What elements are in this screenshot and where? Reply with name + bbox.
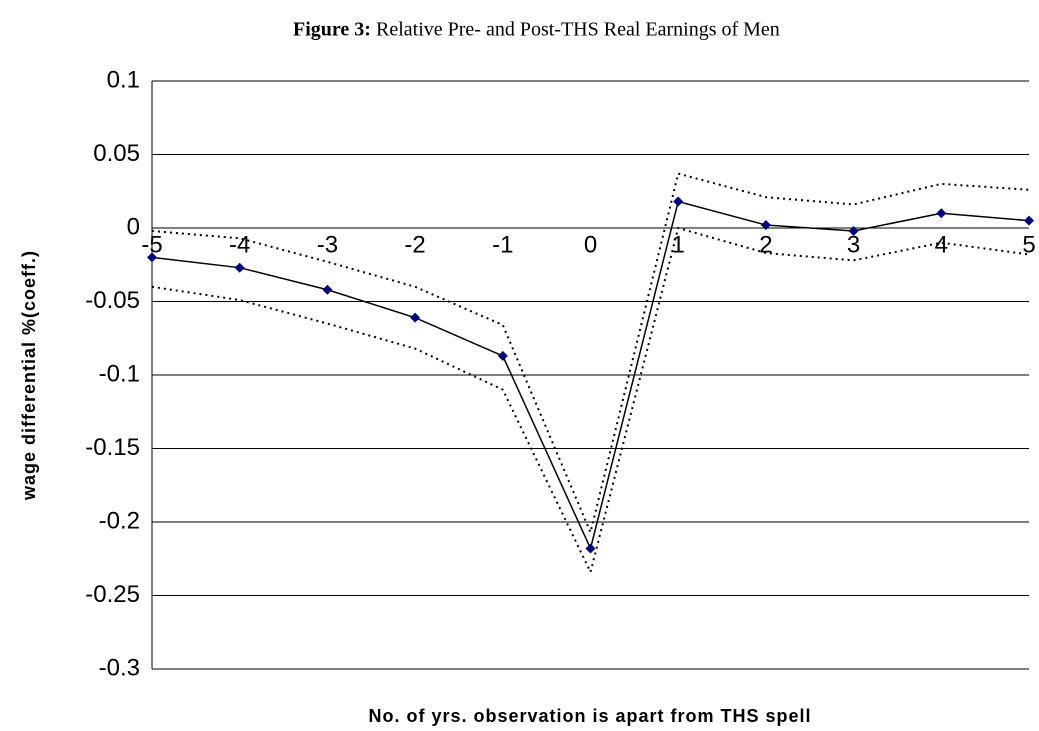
data-marker xyxy=(234,262,245,273)
x-tick-label: 5 xyxy=(1022,231,1035,258)
data-marker xyxy=(848,225,859,236)
x-axis-label: No. of yrs. observation is apart from TH… xyxy=(368,706,811,726)
x-tick-label: -1 xyxy=(492,231,513,258)
data-marker xyxy=(585,543,596,554)
y-tick-label: -0.3 xyxy=(99,654,140,681)
data-marker xyxy=(673,196,684,207)
data-marker xyxy=(1024,215,1034,226)
y-tick-label: -0.1 xyxy=(99,360,140,387)
x-tick-label: 3 xyxy=(847,231,860,258)
series-line xyxy=(151,226,1030,575)
y-tick-label: 0 xyxy=(127,213,140,240)
y-tick-label: -0.05 xyxy=(85,287,140,314)
y-tick-label: 0.05 xyxy=(93,140,140,167)
series-line xyxy=(151,172,1030,536)
data-marker xyxy=(760,220,771,231)
x-tick-label: -4 xyxy=(229,231,250,258)
data-marker xyxy=(410,312,421,323)
x-tick-label: -2 xyxy=(404,231,425,258)
data-marker xyxy=(936,208,947,219)
x-tick-label: -3 xyxy=(317,231,338,258)
chart-title: Relative Pre- and Post-THS Real Earnings… xyxy=(376,19,780,41)
x-tick-label: 4 xyxy=(935,231,948,258)
data-marker xyxy=(322,284,333,295)
y-tick-label: -0.15 xyxy=(85,434,140,461)
x-tick-label: 2 xyxy=(759,231,772,258)
x-tick-label: 0 xyxy=(584,231,597,258)
chart-title-label: Figure 3: xyxy=(293,19,371,41)
y-tick-label: 0.1 xyxy=(107,66,140,93)
data-marker xyxy=(497,350,508,361)
x-tick-label: 1 xyxy=(672,231,685,258)
y-axis-label: wage differential %(coeff.) xyxy=(19,250,39,501)
x-tick-label: -5 xyxy=(141,231,162,258)
y-tick-label: -0.25 xyxy=(85,581,140,608)
data-marker xyxy=(147,252,157,263)
y-tick-label: -0.2 xyxy=(99,507,140,534)
